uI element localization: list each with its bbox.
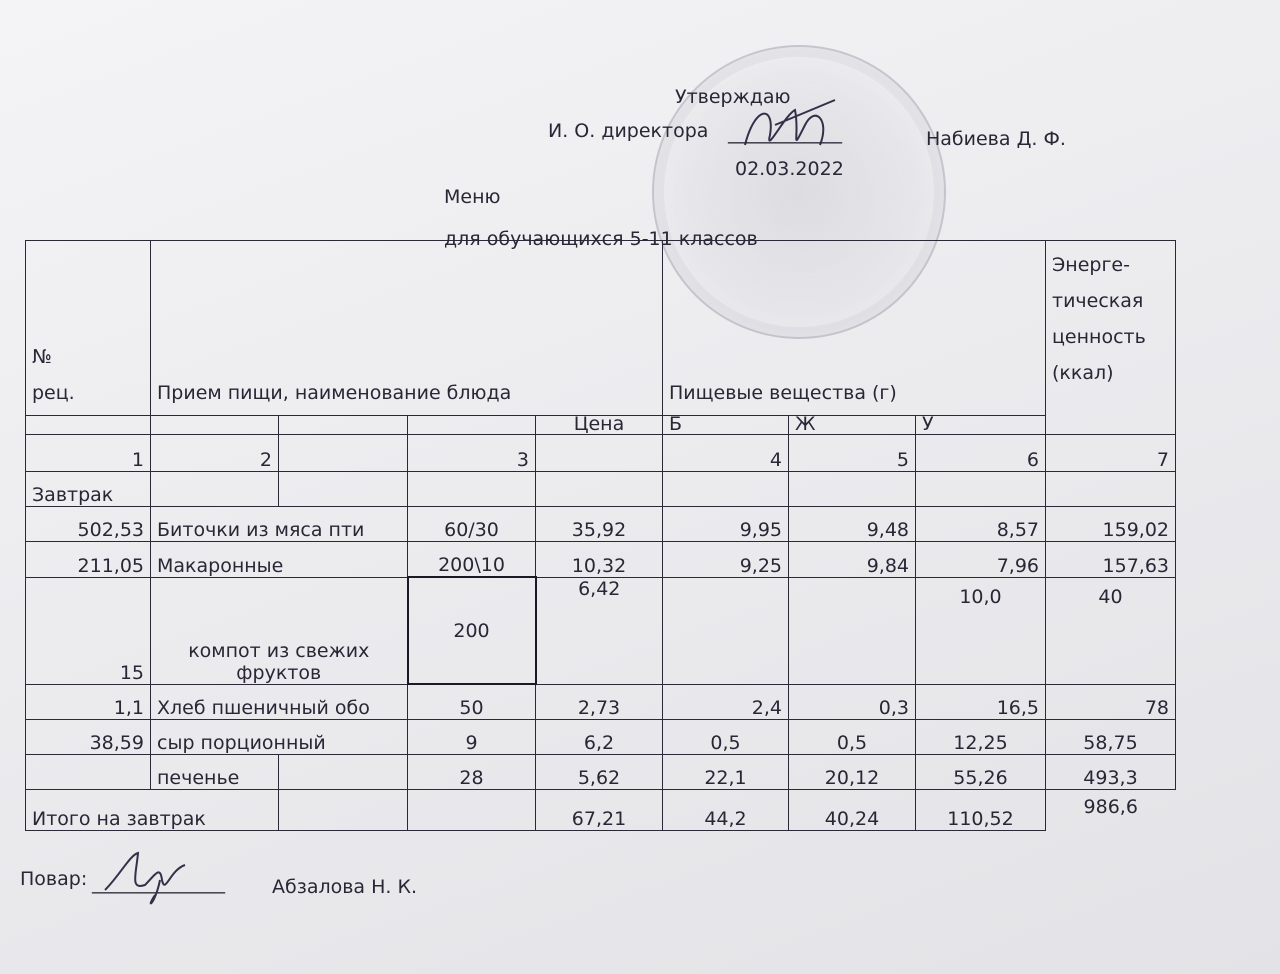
cell-name: печенье xyxy=(150,754,279,790)
col-number: 2 xyxy=(150,434,279,472)
cell-kcal: 159,02 xyxy=(1045,506,1176,542)
cell-u: 16,5 xyxy=(915,683,1046,720)
cell-u: 7,96 xyxy=(915,541,1046,578)
cell-weight: 28 xyxy=(407,754,536,790)
cell-u: 55,26 xyxy=(915,754,1046,790)
menu-table: № рец. Прием пищи, наименование блюда Пи… xyxy=(25,240,1176,831)
table-row: печенье 28 5,62 22,1 20,12 55,26 493,3 xyxy=(25,754,1176,790)
director-name: Набиева Д. Ф. xyxy=(926,128,1066,150)
cell-price: 35,92 xyxy=(535,506,663,542)
cell-kcal: 58,75 xyxy=(1045,719,1176,755)
cell-u: 12,25 xyxy=(915,719,1046,755)
cell-rec: 1,1 xyxy=(25,683,151,720)
col-number: 1 xyxy=(25,434,151,472)
cell-rec: 502,53 xyxy=(25,506,151,542)
menu-title: Меню xyxy=(444,186,501,208)
col-number: 6 xyxy=(915,434,1046,472)
col-number: 7 xyxy=(1045,434,1176,472)
cell-zh: 0,3 xyxy=(788,683,916,720)
cell-price: 6,2 xyxy=(535,719,663,755)
total-label: Итого на завтрак xyxy=(25,789,279,831)
subheader-zh: Ж xyxy=(788,415,916,435)
cook-label: Повар: xyxy=(20,868,88,890)
table-row: 211,05 Макаронные 200\10 10,32 9,25 9,84 7,96 1… xyxy=(25,541,1176,578)
approval-date: 02.03.2022 xyxy=(735,158,844,180)
cell-b: 9,95 xyxy=(662,506,789,542)
header-dish: Прием пищи, наименование блюда xyxy=(150,240,663,416)
cell-weight: 200\10 xyxy=(407,541,536,578)
cell-price: 5,62 xyxy=(535,754,663,790)
total-row: Итого на завтрак 67,21 44,2 40,24 110,52… xyxy=(25,789,1176,831)
col-number: 3 xyxy=(407,434,536,472)
cell-name: сыр порционный xyxy=(150,719,408,755)
total-u: 110,52 xyxy=(915,789,1046,831)
cell-name: Биточки из мяса пти xyxy=(150,506,408,542)
cell-name: Хлеб пшеничный обо xyxy=(150,683,408,720)
director-signature xyxy=(744,99,836,146)
cook-name: Абзалова Н. К. xyxy=(272,876,418,898)
cell-weight: 60/30 xyxy=(407,506,536,542)
cell-price: 2,73 xyxy=(535,683,663,720)
cell-kcal: 157,63 xyxy=(1045,541,1176,578)
cell-weight: 200 xyxy=(406,576,537,685)
table-row: 502,53 Биточки из мяса пти 60/30 35,92 9,95 9… xyxy=(25,506,1176,542)
cell-zh: 9,84 xyxy=(788,541,916,578)
cell-price: 6,42 xyxy=(535,576,663,685)
col-number: 5 xyxy=(788,434,916,472)
cell-b: 2,4 xyxy=(662,683,789,720)
subheader-u: У xyxy=(915,415,1046,435)
total-kcal: 986,6 xyxy=(1083,796,1138,818)
cell-zh xyxy=(788,576,916,685)
cell-zh: 0,5 xyxy=(788,719,916,755)
subheader-row: Цена Б Ж У xyxy=(25,415,1176,435)
total-zh: 40,24 xyxy=(788,789,916,831)
cook-signature xyxy=(104,851,186,905)
cell-b: 22,1 xyxy=(662,754,789,790)
cell-b: 9,25 xyxy=(662,541,789,578)
header-rec: № рец. xyxy=(25,240,151,416)
cell-weight: 9 xyxy=(407,719,536,755)
column-numbers-row: 1 2 3 4 5 6 7 xyxy=(25,434,1176,472)
table-row: 15 компот из свежих фруктов 200 6,42 10,0 40 xyxy=(25,576,1176,685)
total-b: 44,2 xyxy=(662,789,789,831)
cell-kcal: 493,3 xyxy=(1045,754,1176,790)
cell-zh: 9,48 xyxy=(788,506,916,542)
section-label: Завтрак xyxy=(25,471,151,507)
cell-rec: 211,05 xyxy=(25,541,151,578)
cell-b xyxy=(662,576,789,685)
cell-name: компот из свежих фруктов xyxy=(150,576,408,685)
header-energy: Энерге- тическая ценность (ккал) xyxy=(1045,240,1176,435)
header-nutrients: Пищевые вещества (г) xyxy=(662,240,1046,416)
cell-weight: 50 xyxy=(407,683,536,720)
cell-b: 0,5 xyxy=(662,719,789,755)
section-row: Завтрак xyxy=(25,471,1176,507)
approve-label: Утверждаю xyxy=(675,86,791,108)
cell-kcal: 40 xyxy=(1045,576,1176,685)
cell-u: 10,0 xyxy=(915,576,1046,685)
subheader-price: Цена xyxy=(535,415,663,435)
table-row: 1,1 Хлеб пшеничный обо 50 2,73 2,4 0,3 16,5 78 xyxy=(25,683,1176,720)
table-row: 38,59 сыр порционный 9 6,2 0,5 0,5 12,25 58,75 xyxy=(25,719,1176,755)
signature-line: ____________ xyxy=(728,122,842,144)
cell-rec xyxy=(25,754,151,790)
cell-name: Макаронные xyxy=(150,541,408,578)
col-number: 4 xyxy=(662,434,789,472)
cell-kcal: 78 xyxy=(1045,683,1176,720)
subheader-b: Б xyxy=(662,415,789,435)
total-price: 67,21 xyxy=(535,789,663,831)
cell-rec: 38,59 xyxy=(25,719,151,755)
position-label: И. О. директора xyxy=(548,120,709,142)
cell-u: 8,57 xyxy=(915,506,1046,542)
cell-zh: 20,12 xyxy=(788,754,916,790)
cell-price: 10,32 xyxy=(535,541,663,578)
cell-rec: 15 xyxy=(25,576,151,685)
header-row: № рец. Прием пищи, наименование блюда Пи… xyxy=(25,240,1176,435)
